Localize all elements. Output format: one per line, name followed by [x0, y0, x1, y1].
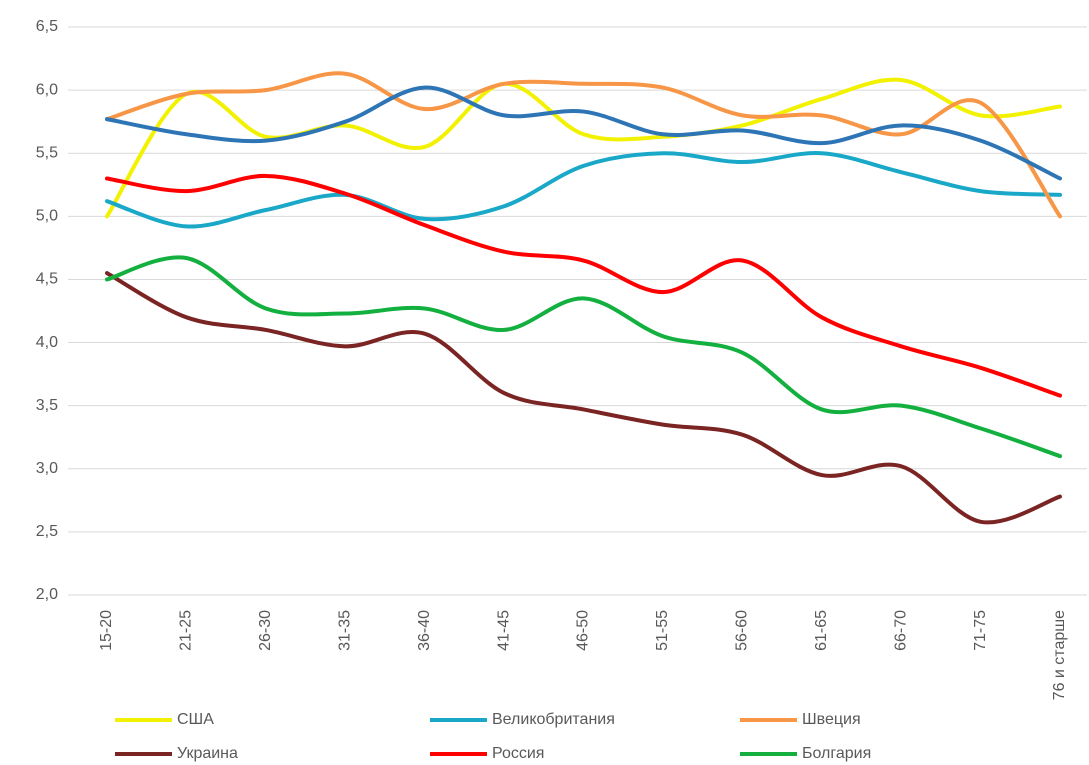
- y-tick-label: 2,5: [36, 523, 58, 540]
- y-tick-label: 3,5: [36, 397, 58, 414]
- series-line: [105, 173, 1062, 398]
- x-tick-label: 71-75: [972, 610, 989, 651]
- legend-label: Великобритания: [492, 711, 615, 728]
- x-tick-label: 61-65: [813, 610, 830, 651]
- series-line: [105, 271, 1062, 525]
- y-tick-label: 5,5: [36, 144, 58, 161]
- legend-label: Украина: [177, 745, 238, 762]
- x-tick-label: 41-45: [495, 610, 512, 651]
- series-line: [105, 151, 1062, 229]
- x-tick-label: 26-30: [257, 610, 274, 651]
- y-tick-label: 6,5: [36, 18, 58, 35]
- legend-label: Швеция: [802, 711, 861, 728]
- series-line: [105, 85, 1062, 181]
- y-tick-label: 4,5: [36, 271, 58, 288]
- legend-label: Болгария: [802, 745, 871, 762]
- x-tick-label: 56-60: [734, 610, 751, 651]
- y-tick-label: 3,0: [36, 460, 58, 477]
- series-line: [105, 255, 1062, 459]
- y-tick-label: 6,0: [36, 81, 58, 98]
- x-tick-label: 76 и старше: [1051, 610, 1068, 700]
- legend-label: Россия: [492, 745, 544, 762]
- x-tick-label: 46-50: [575, 610, 592, 651]
- y-tick-label: 2,0: [36, 586, 58, 603]
- x-tick-label: 51-55: [654, 610, 671, 651]
- y-tick-label: 4,0: [36, 334, 58, 351]
- series-line: [105, 77, 1062, 219]
- series-line: [105, 71, 1062, 219]
- legend-label: США: [177, 711, 214, 728]
- x-tick-label: 66-70: [892, 610, 909, 651]
- x-tick-label: 15-20: [98, 610, 115, 651]
- y-tick-label: 5,0: [36, 208, 58, 225]
- x-tick-label: 36-40: [416, 610, 433, 651]
- x-tick-label: 21-25: [178, 610, 195, 651]
- x-tick-label: 31-35: [336, 610, 353, 651]
